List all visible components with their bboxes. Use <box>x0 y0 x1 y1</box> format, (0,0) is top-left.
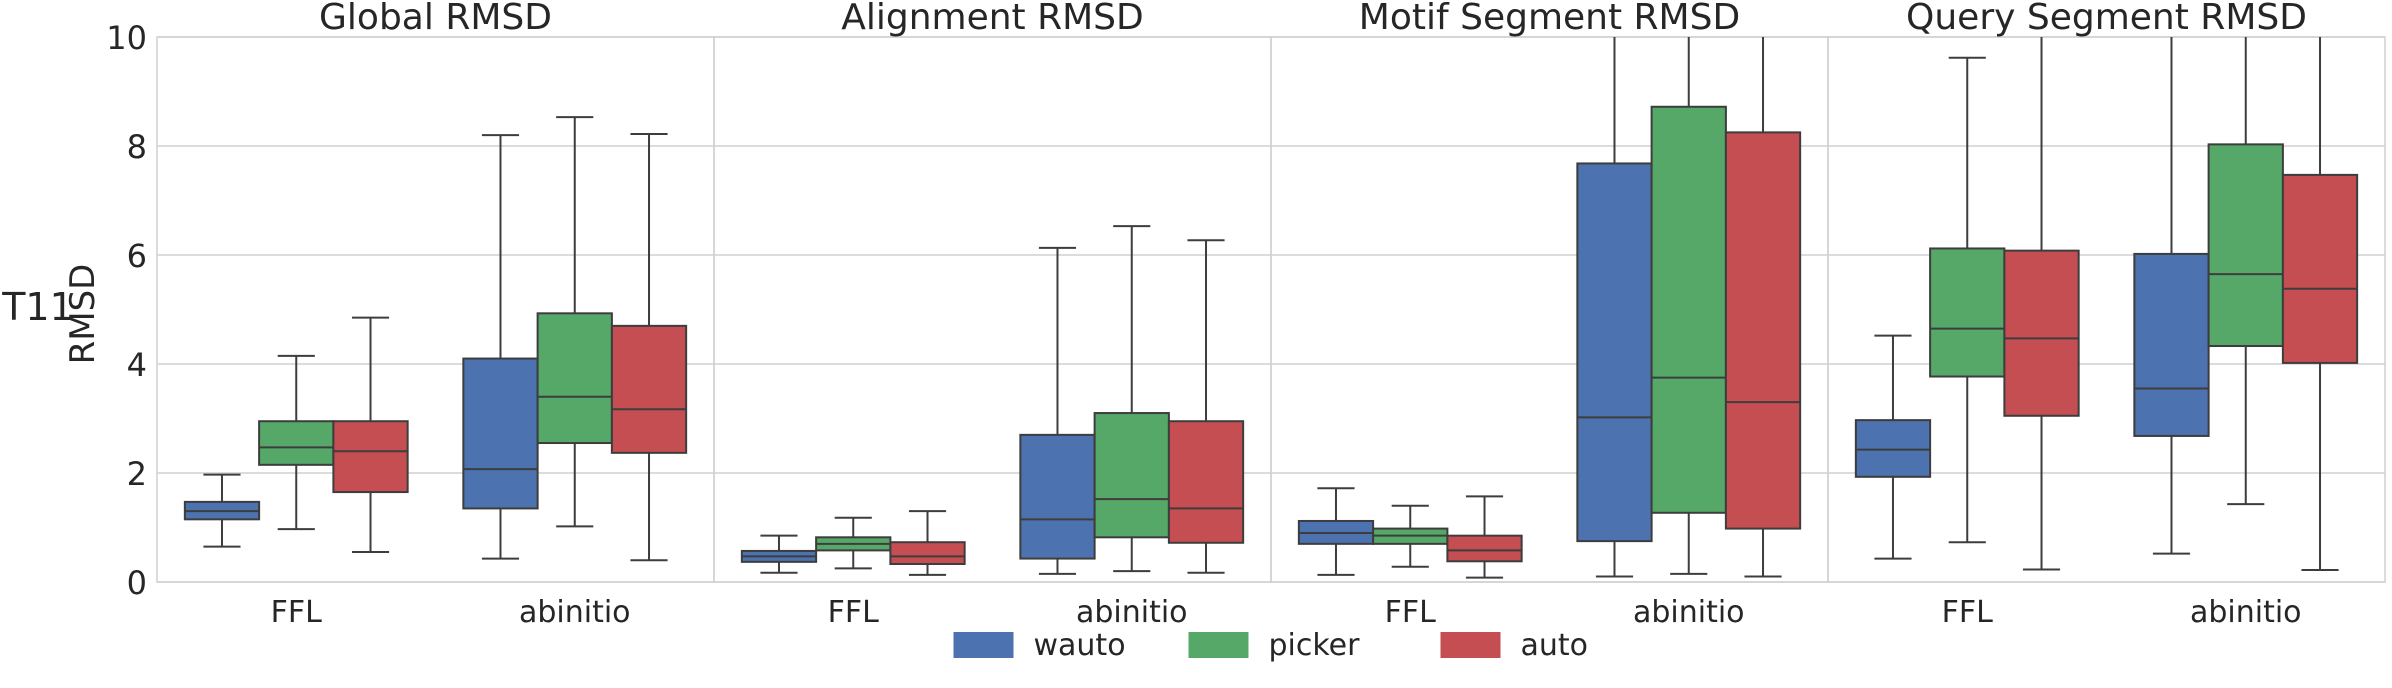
y-tick-labels: 0 2 4 6 8 10 <box>106 19 147 602</box>
box-auto <box>2281 37 2359 572</box>
box-picker <box>2207 37 2284 506</box>
x-tick-label: FFL <box>271 595 323 630</box>
box-iqr <box>1724 131 1802 530</box>
panel-title: Motif Segment RMSD <box>1359 0 1740 38</box>
box-iqr <box>2207 143 2284 348</box>
box-iqr <box>462 357 539 510</box>
box-iqr <box>1929 247 2006 378</box>
panel-frame <box>156 36 715 583</box>
panels-layer: Global RMSD FFL abinitio Alignment RMSD FFL a… <box>156 0 2386 630</box>
box-picker <box>258 354 335 531</box>
x-tick-label: FFL <box>828 595 880 630</box>
legend-swatch <box>953 632 1014 658</box>
panel-title: Alignment RMSD <box>841 0 1144 38</box>
box-auto <box>332 316 409 554</box>
box-iqr <box>1854 419 1932 478</box>
box-iqr <box>610 324 688 454</box>
y-tick-label: 2 <box>127 455 147 493</box>
legend-label: picker <box>1269 628 1361 663</box>
panel-title: Global RMSD <box>319 0 552 38</box>
box-auto <box>2003 37 2080 571</box>
box-wauto <box>2133 37 2210 555</box>
y-axis-label: RMSD <box>63 264 103 365</box>
box-auto <box>1724 37 1802 578</box>
box-iqr <box>2281 173 2359 364</box>
x-tick-label: FFL <box>1385 595 1437 630</box>
box-wauto <box>1019 246 1096 575</box>
box-wauto <box>1854 334 1932 560</box>
legend-swatch <box>1440 632 1501 658</box>
box-auto <box>1446 495 1523 579</box>
box-iqr <box>2133 252 2210 437</box>
box-iqr <box>1446 534 1523 563</box>
box-iqr <box>2003 249 2080 417</box>
box-wauto <box>1297 487 1375 576</box>
legend-swatch <box>1188 632 1249 658</box>
box-picker <box>815 516 892 570</box>
legend: wauto picker auto <box>953 628 1589 663</box>
box-iqr <box>889 541 966 566</box>
x-tick-label: abinitio <box>1633 595 1745 630</box>
box-picker <box>1093 225 1170 573</box>
box-picker <box>1372 504 1449 568</box>
panel: Query Segment RMSD FFL abinitio <box>1827 0 2386 630</box>
legend-item-picker: picker <box>1188 628 1361 663</box>
y-tick-label: 4 <box>127 346 147 384</box>
panel-title: Query Segment RMSD <box>1906 0 2307 38</box>
y-tick-label: 6 <box>127 237 147 275</box>
box-wauto <box>740 534 818 574</box>
box-iqr <box>1576 162 1653 543</box>
box-iqr <box>536 312 613 445</box>
box-iqr <box>332 420 409 494</box>
box-iqr <box>1019 433 1096 560</box>
box-picker <box>1650 37 1727 575</box>
y-tick-label: 0 <box>127 564 147 602</box>
box-iqr <box>1167 420 1245 544</box>
panel: Motif Segment RMSD FFL abinitio <box>1270 0 1829 630</box>
legend-label: auto <box>1521 628 1589 663</box>
box-wauto <box>183 473 261 548</box>
x-tick-label: abinitio <box>519 595 631 630</box>
y-tick-label: 8 <box>127 128 147 166</box>
box-auto <box>1167 239 1245 574</box>
box-iqr <box>1093 412 1170 539</box>
box-iqr <box>258 420 335 466</box>
legend-label: wauto <box>1034 628 1126 663</box>
legend-item-wauto: wauto <box>953 628 1126 663</box>
box-picker <box>1929 56 2006 544</box>
x-tick-label: abinitio <box>1076 595 1188 630</box>
box-auto <box>889 510 966 576</box>
panel-frame <box>1827 36 2386 583</box>
box-auto <box>610 133 688 562</box>
row-label: T11 <box>1 285 74 329</box>
panel: Global RMSD FFL abinitio <box>156 0 715 630</box>
x-tick-label: abinitio <box>2190 595 2302 630</box>
box-picker <box>536 116 613 528</box>
legend-item-auto: auto <box>1440 628 1589 663</box>
y-tick-label: 10 <box>106 19 147 57</box>
box-wauto <box>462 134 539 560</box>
box-wauto <box>1576 37 1653 578</box>
x-tick-label: FFL <box>1942 595 1994 630</box>
box-iqr <box>1650 105 1727 514</box>
panel: Alignment RMSD FFL abinitio <box>713 0 1272 630</box>
